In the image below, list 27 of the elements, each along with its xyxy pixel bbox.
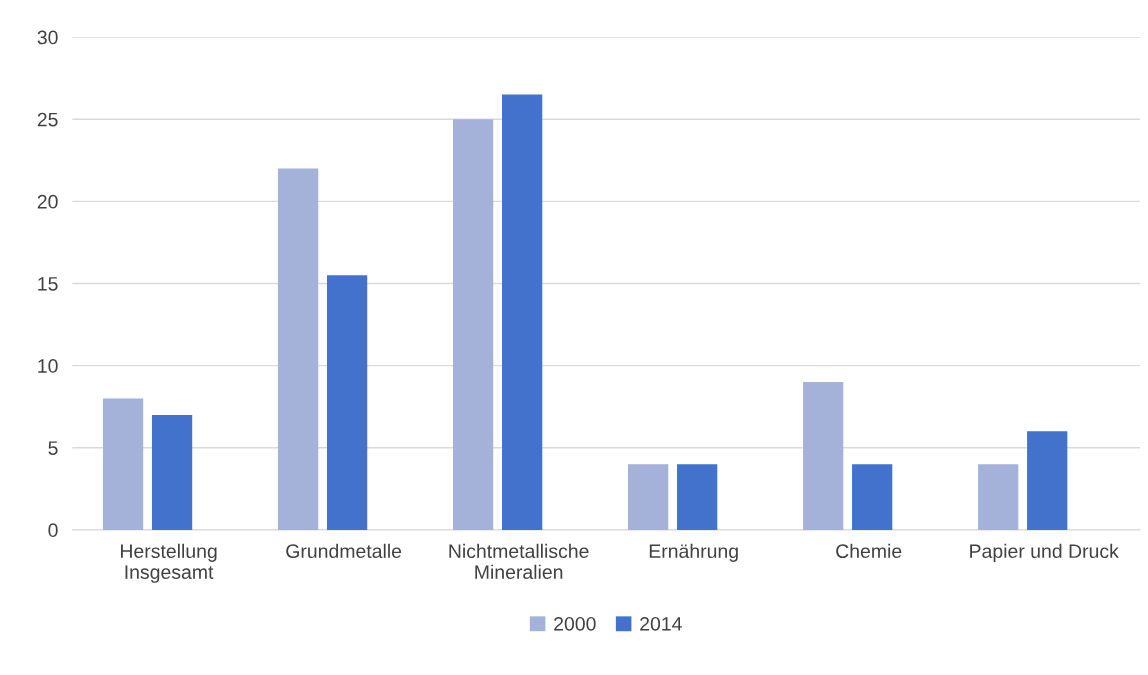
bar — [326, 275, 368, 530]
bar — [677, 464, 718, 530]
y-tick-label: 5 — [48, 441, 58, 455]
x-tick-label: Herstellung Insgesamt — [121, 543, 217, 583]
legend-label: 2014 — [640, 616, 682, 631]
y-tick-label: 20 — [37, 194, 58, 209]
x-tick-label: Nichtmetallische Mineralien — [449, 543, 589, 579]
bar — [502, 94, 543, 530]
bar — [978, 464, 1019, 530]
bar — [852, 464, 893, 530]
bar — [1027, 431, 1068, 530]
x-tick-label: Grundmetalle — [286, 543, 402, 559]
y-tick-label: 15 — [38, 277, 58, 291]
y-tick-label: 25 — [37, 112, 58, 127]
y-tick-label: 30 — [37, 30, 58, 45]
bar — [102, 398, 144, 530]
bar — [628, 464, 669, 530]
bar — [277, 168, 319, 530]
bar — [151, 414, 193, 530]
x-tick-label: Ernährung — [649, 543, 738, 562]
y-tick-label: 10 — [38, 359, 58, 373]
bar — [453, 119, 494, 530]
legend-label: 2000 — [554, 616, 596, 631]
x-tick-label: Papier und Druck — [970, 543, 1119, 562]
x-tick-label: Chemie — [836, 543, 902, 559]
bar — [803, 382, 844, 530]
y-tick-label: 0 — [48, 523, 58, 538]
